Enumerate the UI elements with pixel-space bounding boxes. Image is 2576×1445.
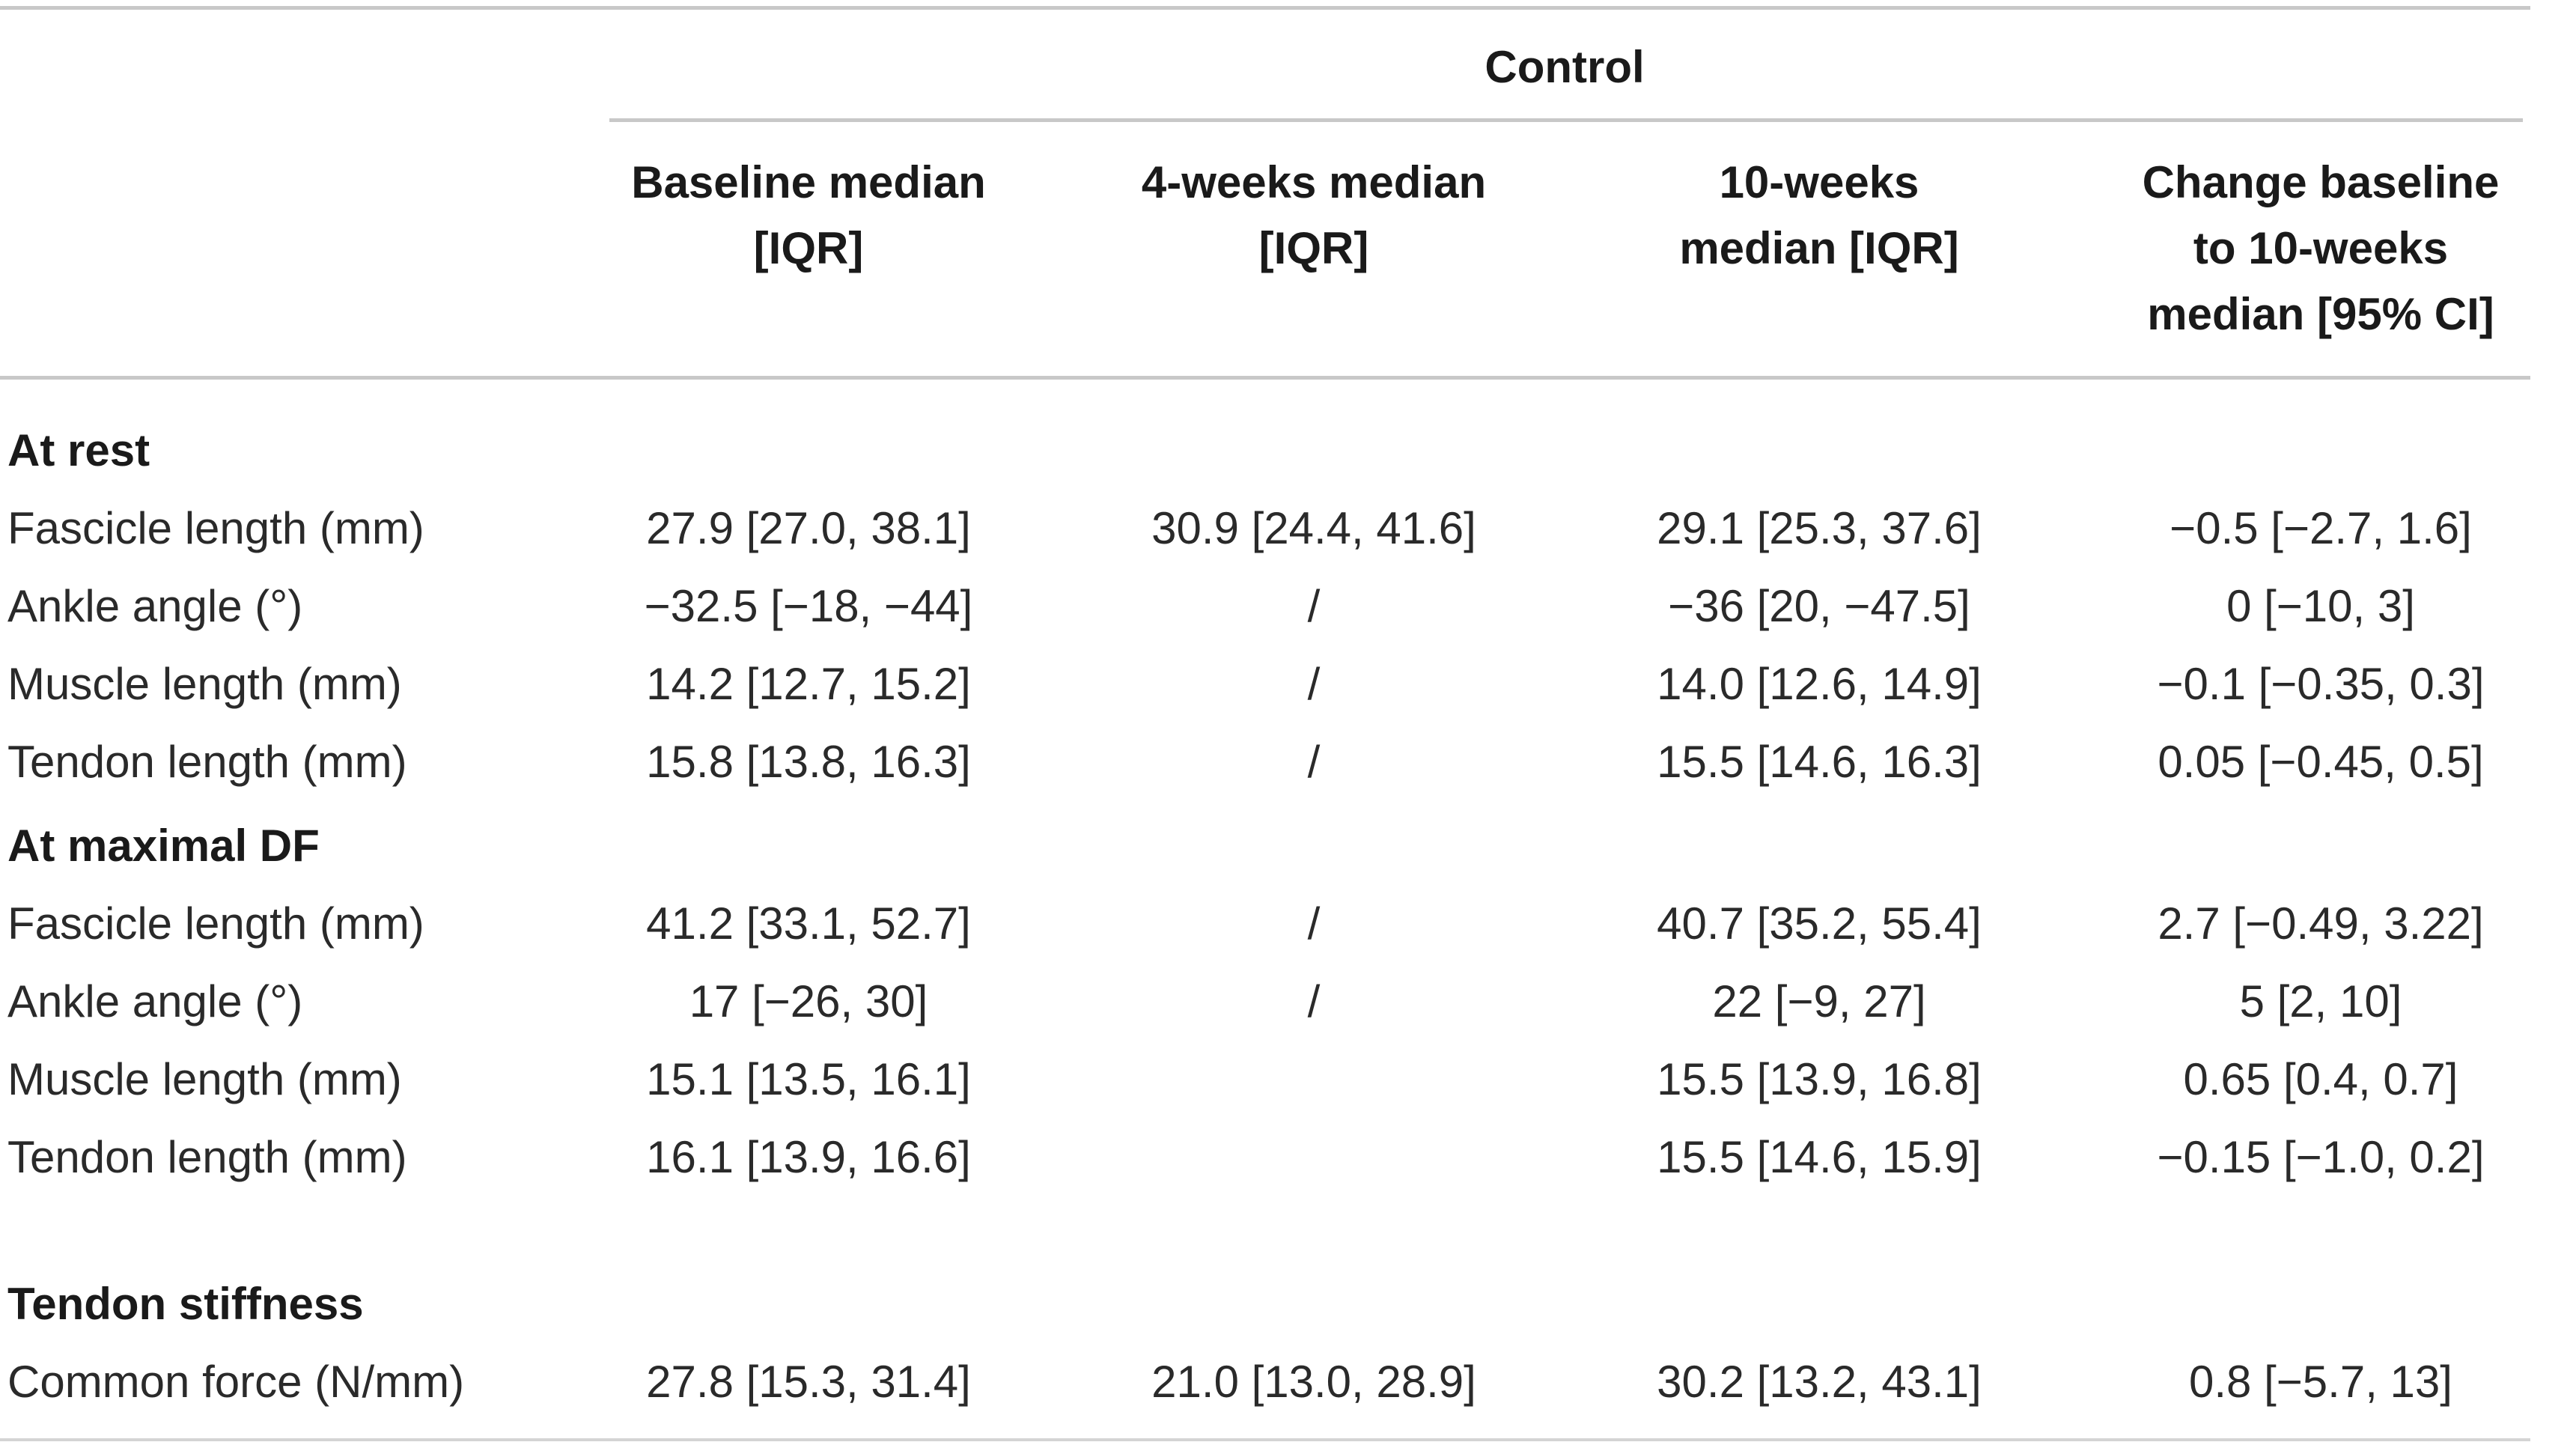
row-label: Muscle length (mm) xyxy=(7,1054,402,1104)
cell-10-weeks: 15.5 [14.6, 15.9] xyxy=(1657,1132,1982,1182)
section-row-at-maximal-df: At maximal DF xyxy=(0,807,2530,885)
cell-change: −0.5 [−2.7, 1.6] xyxy=(2169,503,2472,553)
cell-4-weeks: / xyxy=(1307,976,1321,1026)
section-row-at-rest: At rest xyxy=(0,412,2530,490)
table-row: Fascicle length (mm) 41.2 [33.1, 52.7] /… xyxy=(0,885,2530,963)
cell-change: 5 [2, 10] xyxy=(2239,976,2402,1026)
cell-10-weeks: 29.1 [25.3, 37.6] xyxy=(1657,503,1982,553)
group-header-rule xyxy=(609,118,2523,122)
cell-baseline: 27.9 [27.0, 38.1] xyxy=(646,503,971,553)
cell-baseline: −32.5 [−18, −44] xyxy=(644,581,973,631)
cell-baseline: 27.8 [15.3, 31.4] xyxy=(646,1357,971,1407)
cell-change: −0.15 [−1.0, 0.2] xyxy=(2157,1132,2485,1182)
cell-baseline: 41.2 [33.1, 52.7] xyxy=(646,898,971,949)
cell-change: 0 [−10, 3] xyxy=(2226,581,2415,631)
header-bottom-rule xyxy=(0,376,2530,380)
cell-4-weeks: 21.0 [13.0, 28.9] xyxy=(1151,1357,1476,1407)
cell-10-weeks: 15.5 [13.9, 16.8] xyxy=(1657,1054,1982,1104)
row-label: Fascicle length (mm) xyxy=(7,503,424,553)
cell-10-weeks: −36 [20, −47.5] xyxy=(1668,581,1970,631)
cell-10-weeks: 15.5 [14.6, 16.3] xyxy=(1657,737,1982,787)
table-row: Ankle angle (°) 17 [−26, 30] / 22 [−9, 2… xyxy=(0,963,2530,1041)
cell-baseline: 17 [−26, 30] xyxy=(689,976,928,1026)
table-row: Tendon length (mm) 15.8 [13.8, 16.3] / 1… xyxy=(0,723,2530,801)
cell-4-weeks: / xyxy=(1307,737,1321,787)
table-row: Common force (N/mm) 27.8 [15.3, 31.4] 21… xyxy=(0,1343,2530,1421)
column-header-10-weeks: 10-weeks median [IQR] xyxy=(1679,157,1959,273)
row-label: Tendon length (mm) xyxy=(7,1132,407,1182)
row-label: Fascicle length (mm) xyxy=(7,898,424,949)
column-header-change: Change baseline to 10-weeks median [95% … xyxy=(2142,157,2500,339)
cell-change: 2.7 [−0.49, 3.22] xyxy=(2158,898,2484,949)
cell-baseline: 15.1 [13.5, 16.1] xyxy=(646,1054,971,1104)
row-label: Ankle angle (°) xyxy=(7,581,303,631)
table-bottom-rule xyxy=(0,1438,2530,1441)
cell-10-weeks: 30.2 [13.2, 43.1] xyxy=(1657,1357,1982,1407)
table-row: Tendon length (mm) 16.1 [13.9, 16.6] 15.… xyxy=(0,1119,2530,1196)
cell-10-weeks: 22 [−9, 27] xyxy=(1712,976,1926,1026)
table-row: Muscle length (mm) 14.2 [12.7, 15.2] / 1… xyxy=(0,645,2530,723)
cell-4-weeks: / xyxy=(1307,898,1321,949)
cell-4-weeks: 30.9 [24.4, 41.6] xyxy=(1151,503,1476,553)
cell-change: −0.1 [−0.35, 0.3] xyxy=(2157,659,2485,709)
cell-4-weeks: / xyxy=(1307,581,1321,631)
cell-change: 0.8 [−5.7, 13] xyxy=(2189,1357,2452,1407)
row-label: Common force (N/mm) xyxy=(7,1357,465,1407)
row-label: At rest xyxy=(7,425,150,475)
section-row-tendon-stiffness: Tendon stiffness xyxy=(0,1265,2530,1343)
cell-change: 0.65 [0.4, 0.7] xyxy=(2183,1054,2458,1104)
table-top-rule xyxy=(0,6,2530,10)
column-header-4-weeks: 4-weeks median [IQR] xyxy=(1141,157,1487,273)
cell-10-weeks: 40.7 [35.2, 55.4] xyxy=(1657,898,1982,949)
cell-baseline: 15.8 [13.8, 16.3] xyxy=(646,737,971,787)
cell-4-weeks: / xyxy=(1307,659,1321,709)
cell-10-weeks: 14.0 [12.6, 14.9] xyxy=(1657,659,1982,709)
row-label: Tendon length (mm) xyxy=(7,737,407,787)
cell-baseline: 14.2 [12.7, 15.2] xyxy=(646,659,971,709)
table-row: Muscle length (mm) 15.1 [13.5, 16.1] 15.… xyxy=(0,1041,2530,1119)
column-header-baseline: Baseline median [IQR] xyxy=(631,157,986,273)
group-header-control: Control xyxy=(1485,42,1645,92)
cell-baseline: 16.1 [13.9, 16.6] xyxy=(646,1132,971,1182)
table-row: Ankle angle (°) −32.5 [−18, −44] / −36 [… xyxy=(0,568,2530,645)
row-label: Muscle length (mm) xyxy=(7,659,402,709)
table-row: Fascicle length (mm) 27.9 [27.0, 38.1] 3… xyxy=(0,490,2530,568)
cell-change: 0.05 [−0.45, 0.5] xyxy=(2158,737,2484,787)
row-label: At maximal DF xyxy=(7,821,320,871)
row-label: Tendon stiffness xyxy=(7,1279,364,1329)
row-label: Ankle angle (°) xyxy=(7,976,303,1026)
